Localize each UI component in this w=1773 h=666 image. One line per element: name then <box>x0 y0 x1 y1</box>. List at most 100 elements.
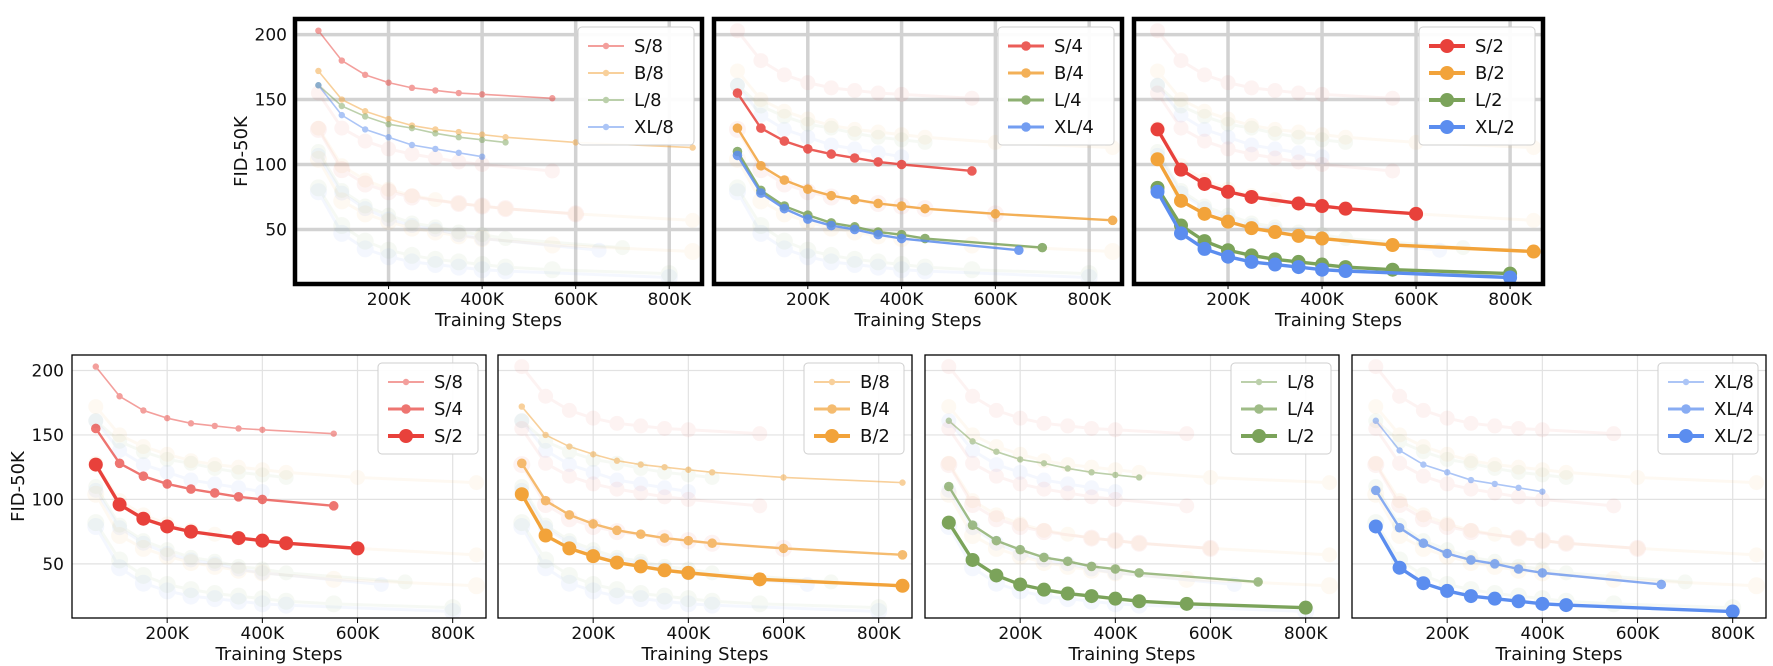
data-point <box>1440 583 1455 598</box>
data-point <box>1392 560 1407 575</box>
legend: S/2 B/2 L/2 XL/2 <box>1418 26 1536 146</box>
faded-point <box>1606 426 1622 442</box>
faded-point <box>1011 517 1029 535</box>
faded-line <box>520 427 760 508</box>
data-point <box>1036 582 1051 597</box>
faded-line <box>736 84 902 159</box>
grid <box>498 355 912 618</box>
legend-marker <box>1440 66 1454 80</box>
faded-point <box>426 223 444 241</box>
faded-series-S-8 <box>941 359 1195 442</box>
faded-point <box>1291 85 1307 101</box>
data-point <box>657 563 672 578</box>
data-point <box>1134 568 1144 578</box>
x-tick-label: 600K <box>1616 624 1660 644</box>
series-B-8 <box>518 403 906 486</box>
faded-point <box>1463 453 1479 469</box>
faded-point <box>656 592 674 610</box>
faded-point <box>963 261 981 279</box>
data-point <box>183 524 198 539</box>
legend-item <box>1008 41 1044 51</box>
faded-line <box>736 191 1090 280</box>
faded-point <box>182 587 200 605</box>
legend-label: B/4 <box>860 399 890 420</box>
legend-item <box>1429 93 1465 107</box>
faded-series-B-8 <box>1368 399 1764 491</box>
data-point <box>385 121 392 128</box>
faded-point <box>231 561 247 577</box>
faded-line <box>1156 92 1393 173</box>
data-point <box>1409 206 1424 221</box>
faded-point <box>1392 427 1408 443</box>
faded-point <box>183 455 199 471</box>
faded-point <box>543 261 561 279</box>
faded-point <box>585 476 601 492</box>
data-point <box>991 535 1002 546</box>
faded-point <box>1084 420 1100 436</box>
data-point <box>1396 447 1403 454</box>
faded-point <box>333 224 351 242</box>
faded-point <box>1534 422 1550 438</box>
faded-point <box>941 359 957 375</box>
data-point <box>849 194 860 205</box>
faded-line <box>94 493 477 588</box>
legend-label: S/4 <box>1054 36 1083 57</box>
faded-point <box>1314 149 1330 165</box>
data-point <box>899 479 906 486</box>
data-point <box>330 430 337 437</box>
faded-point <box>799 576 815 592</box>
data-point <box>114 458 125 469</box>
faded-point <box>894 132 910 148</box>
faded-point <box>158 582 176 600</box>
faded-line <box>1374 405 1757 485</box>
faded-point <box>1463 522 1479 538</box>
faded-point <box>728 183 746 201</box>
x-axis-title: Training Steps <box>434 310 562 331</box>
legend-marker <box>602 42 610 50</box>
series-B-2 <box>1150 152 1541 259</box>
faded-point <box>112 520 128 536</box>
data-point <box>873 198 883 209</box>
faded-point <box>1197 121 1213 137</box>
faded-point <box>1338 134 1354 150</box>
legend-item <box>1429 39 1465 53</box>
faded-series-B-2 <box>87 485 485 595</box>
faded-point <box>230 587 248 605</box>
faded-point <box>1179 426 1195 442</box>
faded-point <box>1244 80 1260 96</box>
data-point <box>612 525 622 536</box>
faded-point <box>1104 243 1122 261</box>
y-tick-label: 200 <box>255 26 287 46</box>
faded-point <box>381 141 397 157</box>
faded-point <box>568 206 584 222</box>
faded-point <box>468 475 484 491</box>
faded-point <box>159 464 175 480</box>
faded-point <box>609 415 625 431</box>
faded-point <box>158 547 176 565</box>
faded-point <box>1197 133 1213 149</box>
x-axis-title: Training Steps <box>1494 644 1622 665</box>
legend-marker <box>1682 378 1690 386</box>
faded-point <box>1415 507 1431 523</box>
data-point <box>315 67 322 75</box>
faded-point <box>894 127 910 143</box>
data-point <box>1298 600 1313 615</box>
faded-series-L-8 <box>88 413 294 485</box>
data-point <box>518 403 525 410</box>
x-tick-label: 400K <box>460 290 504 310</box>
faded-line <box>317 191 670 280</box>
data-point <box>432 87 439 94</box>
faded-point <box>87 517 105 535</box>
faded-point <box>403 253 421 271</box>
data-point <box>1491 480 1498 488</box>
data-point <box>969 438 976 445</box>
faded-point <box>537 551 555 569</box>
faded-point <box>728 179 746 197</box>
data-point <box>1221 184 1236 199</box>
faded-point <box>1533 532 1551 550</box>
axes-frame <box>1131 16 1546 287</box>
faded-series-XL-2 <box>728 183 1098 284</box>
faded-point <box>776 108 792 124</box>
faded-point <box>1415 444 1431 460</box>
